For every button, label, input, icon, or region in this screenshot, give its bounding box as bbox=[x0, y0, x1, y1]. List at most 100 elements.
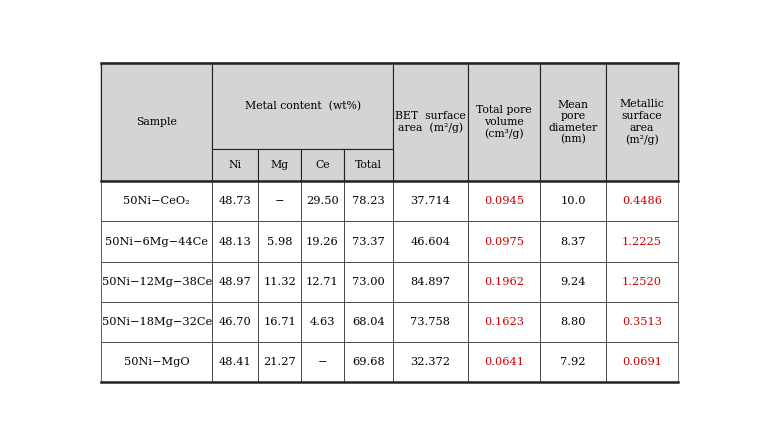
Text: 46.604: 46.604 bbox=[410, 236, 451, 247]
Text: 0.4486: 0.4486 bbox=[622, 196, 662, 206]
Text: −: − bbox=[318, 357, 327, 367]
Text: 32.372: 32.372 bbox=[410, 357, 451, 367]
Text: 7.92: 7.92 bbox=[560, 357, 586, 367]
Bar bbox=[606, 262, 678, 302]
Bar bbox=[468, 221, 540, 262]
Text: 21.27: 21.27 bbox=[263, 357, 296, 367]
Text: 73.758: 73.758 bbox=[410, 317, 451, 327]
Text: Ce: Ce bbox=[315, 160, 330, 170]
Bar bbox=[344, 221, 393, 262]
Text: 29.50: 29.50 bbox=[306, 196, 339, 206]
Text: 0.1623: 0.1623 bbox=[484, 317, 524, 327]
Bar bbox=[606, 342, 678, 382]
Bar bbox=[101, 181, 212, 221]
Text: 8.37: 8.37 bbox=[560, 236, 586, 247]
Bar bbox=[258, 342, 301, 382]
Text: 16.71: 16.71 bbox=[263, 317, 296, 327]
Bar bbox=[101, 302, 212, 342]
Bar bbox=[301, 302, 344, 342]
Bar bbox=[468, 342, 540, 382]
Text: 0.0691: 0.0691 bbox=[622, 357, 662, 367]
Bar bbox=[258, 302, 301, 342]
Bar bbox=[258, 149, 301, 181]
Text: 50Ni−CeO₂: 50Ni−CeO₂ bbox=[123, 196, 190, 206]
Bar bbox=[212, 342, 258, 382]
Text: 0.0641: 0.0641 bbox=[484, 357, 524, 367]
Text: 73.37: 73.37 bbox=[352, 236, 385, 247]
Bar bbox=[393, 181, 468, 221]
Text: Sample: Sample bbox=[136, 117, 177, 127]
Bar bbox=[212, 302, 258, 342]
Bar bbox=[301, 181, 344, 221]
Bar bbox=[393, 262, 468, 302]
Text: 50Ni−6Mg−44Ce: 50Ni−6Mg−44Ce bbox=[105, 236, 208, 247]
Bar bbox=[344, 302, 393, 342]
Bar bbox=[101, 63, 212, 181]
Bar bbox=[101, 221, 212, 262]
Text: 48.97: 48.97 bbox=[219, 277, 252, 287]
Bar bbox=[393, 221, 468, 262]
Text: 50Ni−12Mg−38Ce: 50Ni−12Mg−38Ce bbox=[102, 277, 212, 287]
Bar bbox=[468, 262, 540, 302]
Text: 69.68: 69.68 bbox=[352, 357, 385, 367]
Text: Total pore
volume
(cm³/g): Total pore volume (cm³/g) bbox=[477, 105, 532, 139]
Bar bbox=[540, 262, 606, 302]
Text: 12.71: 12.71 bbox=[306, 277, 339, 287]
Text: 4.63: 4.63 bbox=[309, 317, 335, 327]
Text: 10.0: 10.0 bbox=[560, 196, 586, 206]
Text: 73.00: 73.00 bbox=[352, 277, 385, 287]
Bar bbox=[101, 63, 678, 181]
Bar bbox=[212, 262, 258, 302]
Bar bbox=[258, 181, 301, 221]
Bar bbox=[540, 342, 606, 382]
Bar bbox=[344, 149, 393, 181]
Bar bbox=[606, 181, 678, 221]
Bar bbox=[212, 63, 393, 149]
Bar bbox=[540, 221, 606, 262]
Bar bbox=[468, 181, 540, 221]
Text: 78.23: 78.23 bbox=[352, 196, 385, 206]
Text: Mg: Mg bbox=[271, 160, 289, 170]
Text: 8.80: 8.80 bbox=[560, 317, 586, 327]
Text: 11.32: 11.32 bbox=[263, 277, 296, 287]
Bar bbox=[540, 63, 606, 181]
Text: 1.2225: 1.2225 bbox=[622, 236, 662, 247]
Bar bbox=[258, 221, 301, 262]
Bar bbox=[393, 302, 468, 342]
Bar bbox=[344, 181, 393, 221]
Text: 48.73: 48.73 bbox=[219, 196, 252, 206]
Bar bbox=[540, 302, 606, 342]
Text: 48.13: 48.13 bbox=[219, 236, 252, 247]
Text: 46.70: 46.70 bbox=[219, 317, 252, 327]
Bar bbox=[301, 262, 344, 302]
Text: BET  surface
area  (m²/g): BET surface area (m²/g) bbox=[395, 111, 466, 133]
Bar bbox=[606, 302, 678, 342]
Text: 0.3513: 0.3513 bbox=[622, 317, 662, 327]
Bar bbox=[468, 63, 540, 181]
Text: 48.41: 48.41 bbox=[219, 357, 252, 367]
Text: 19.26: 19.26 bbox=[306, 236, 339, 247]
Text: 0.0975: 0.0975 bbox=[484, 236, 524, 247]
Text: 84.897: 84.897 bbox=[410, 277, 451, 287]
Text: 50Ni−MgO: 50Ni−MgO bbox=[124, 357, 189, 367]
Bar bbox=[212, 149, 258, 181]
Bar bbox=[344, 262, 393, 302]
Bar bbox=[258, 262, 301, 302]
Text: Mean
pore
diameter
(nm): Mean pore diameter (nm) bbox=[549, 100, 598, 145]
Bar bbox=[540, 181, 606, 221]
Text: 0.1962: 0.1962 bbox=[484, 277, 524, 287]
Bar bbox=[393, 63, 468, 181]
Bar bbox=[212, 221, 258, 262]
Bar bbox=[301, 342, 344, 382]
Bar bbox=[101, 342, 212, 382]
Text: −: − bbox=[275, 196, 284, 206]
Text: 68.04: 68.04 bbox=[352, 317, 385, 327]
Bar bbox=[212, 181, 258, 221]
Bar bbox=[606, 63, 678, 181]
Text: 9.24: 9.24 bbox=[560, 277, 586, 287]
Bar bbox=[606, 221, 678, 262]
Text: Metal content  (wt%): Metal content (wt%) bbox=[245, 101, 361, 112]
Text: 5.98: 5.98 bbox=[267, 236, 293, 247]
Text: 1.2520: 1.2520 bbox=[622, 277, 662, 287]
Bar bbox=[301, 221, 344, 262]
